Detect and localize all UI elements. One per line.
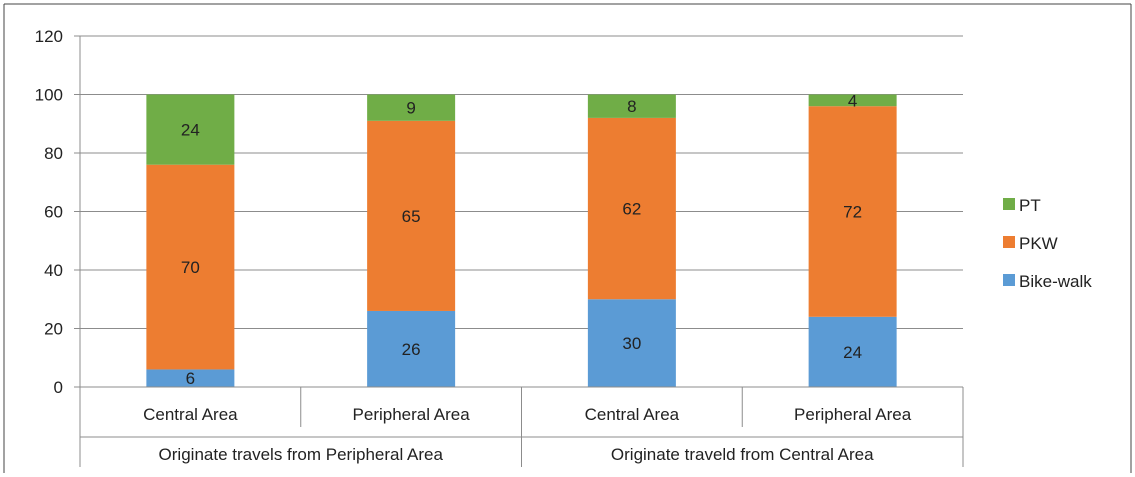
x-tick-label: Peripheral Area xyxy=(353,405,471,424)
bar-segment-bike-walk xyxy=(367,310,456,387)
legend-label: PT xyxy=(1019,196,1041,215)
y-tick-label: 60 xyxy=(44,203,63,222)
legend-swatch xyxy=(1003,274,1015,286)
bar-segment-bike-walk xyxy=(808,316,897,387)
legend-label: Bike-walk xyxy=(1019,272,1092,291)
x-group-label: Originate travels from Peripheral Area xyxy=(159,445,444,464)
bar-segment-pkw xyxy=(808,106,897,317)
data-label: 9 xyxy=(406,99,415,118)
legend-swatch xyxy=(1003,236,1015,248)
x-axis: Central Area Peripheral Area Central Area P… xyxy=(80,386,964,467)
bar-segment-pkw xyxy=(587,117,676,300)
x-tick-label: Central Area xyxy=(585,405,680,424)
bar-segment-pt xyxy=(367,94,456,121)
data-label: 24 xyxy=(181,121,200,140)
bar-segment-pkw xyxy=(367,120,456,311)
y-tick-label: 120 xyxy=(35,27,63,46)
data-label: 26 xyxy=(402,340,421,359)
y-tick-label: 100 xyxy=(35,86,63,105)
bar-segment-pt xyxy=(146,94,235,165)
data-label: 62 xyxy=(622,200,641,219)
legend-label: PKW xyxy=(1019,234,1058,253)
data-label: 30 xyxy=(622,334,641,353)
bars: 6 70 24 26 65 9 30 62 8 24 72 4 xyxy=(146,91,897,388)
data-label: 65 xyxy=(402,207,421,226)
legend: PT PKW Bike-walk xyxy=(1003,196,1092,291)
data-label: 8 xyxy=(627,97,636,116)
data-label: 72 xyxy=(843,203,862,222)
data-label: 6 xyxy=(186,369,195,388)
chart-frame xyxy=(3,3,1132,473)
bar-segment-bike-walk xyxy=(587,299,676,387)
data-label: 24 xyxy=(843,343,862,362)
bar-segment-pt xyxy=(808,94,897,107)
data-label: 70 xyxy=(181,258,200,277)
x-tick-label: Central Area xyxy=(143,405,238,424)
y-tick-label: 0 xyxy=(54,378,63,397)
bar-segment-pkw xyxy=(146,164,235,370)
legend-swatch xyxy=(1003,198,1015,210)
y-tick-label: 20 xyxy=(44,320,63,339)
y-tick-label: 40 xyxy=(44,261,63,280)
bar-segment-pt xyxy=(587,94,676,118)
data-label: 4 xyxy=(848,91,857,110)
x-tick-label: Peripheral Area xyxy=(794,405,912,424)
bar-segment-bike-walk xyxy=(146,369,235,387)
y-tick-label: 80 xyxy=(44,144,63,163)
x-group-label: Originate traveld from Central Area xyxy=(611,445,874,464)
y-axis: 0 20 40 60 80 100 120 xyxy=(35,27,81,467)
